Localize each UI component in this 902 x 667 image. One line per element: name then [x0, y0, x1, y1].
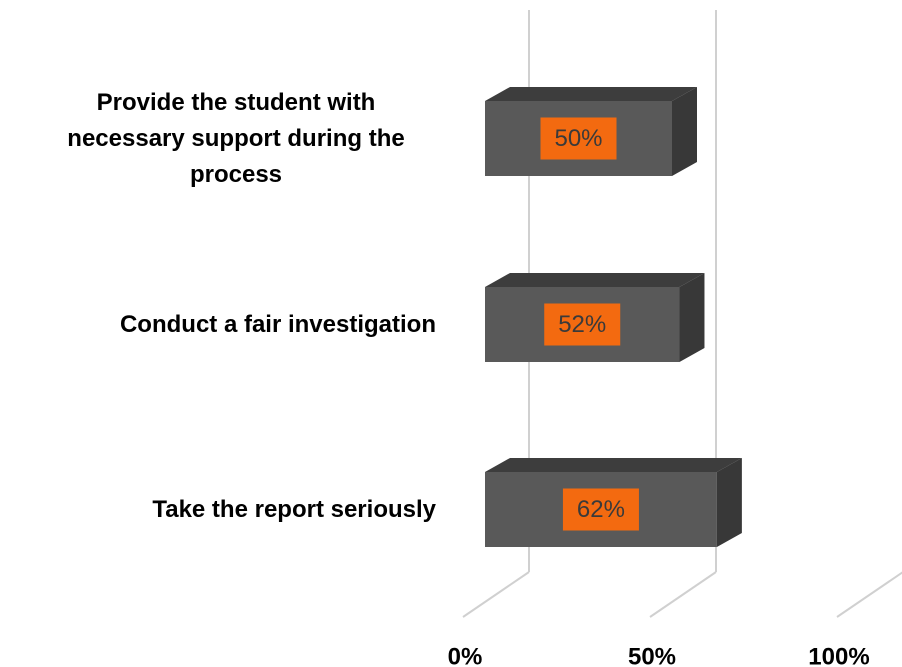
floor-line: [462, 571, 530, 618]
value-label-box: [544, 303, 621, 346]
value-label: 52%: [558, 311, 606, 338]
bar-top: [485, 458, 742, 472]
bar-side: [679, 273, 705, 362]
value-label-box: [562, 488, 639, 531]
bar-top: [485, 87, 697, 101]
x-tick-label: 100%: [808, 643, 869, 667]
value-label: 62%: [577, 496, 625, 523]
bar-top: [485, 273, 705, 287]
value-label: 50%: [554, 125, 602, 152]
value-label-box: [540, 117, 617, 160]
x-tick-label: 50%: [628, 643, 676, 667]
category-label: Take the report seriously: [152, 495, 436, 523]
floor-line: [649, 571, 717, 618]
bar-side: [672, 87, 697, 176]
floor-line: [836, 571, 902, 618]
category-label: Provide the student with necessary suppo…: [67, 88, 405, 188]
category-label: Conduct a fair investigation: [119, 310, 436, 338]
x-tick-label: 0%: [448, 643, 483, 667]
bar-side: [716, 458, 742, 547]
